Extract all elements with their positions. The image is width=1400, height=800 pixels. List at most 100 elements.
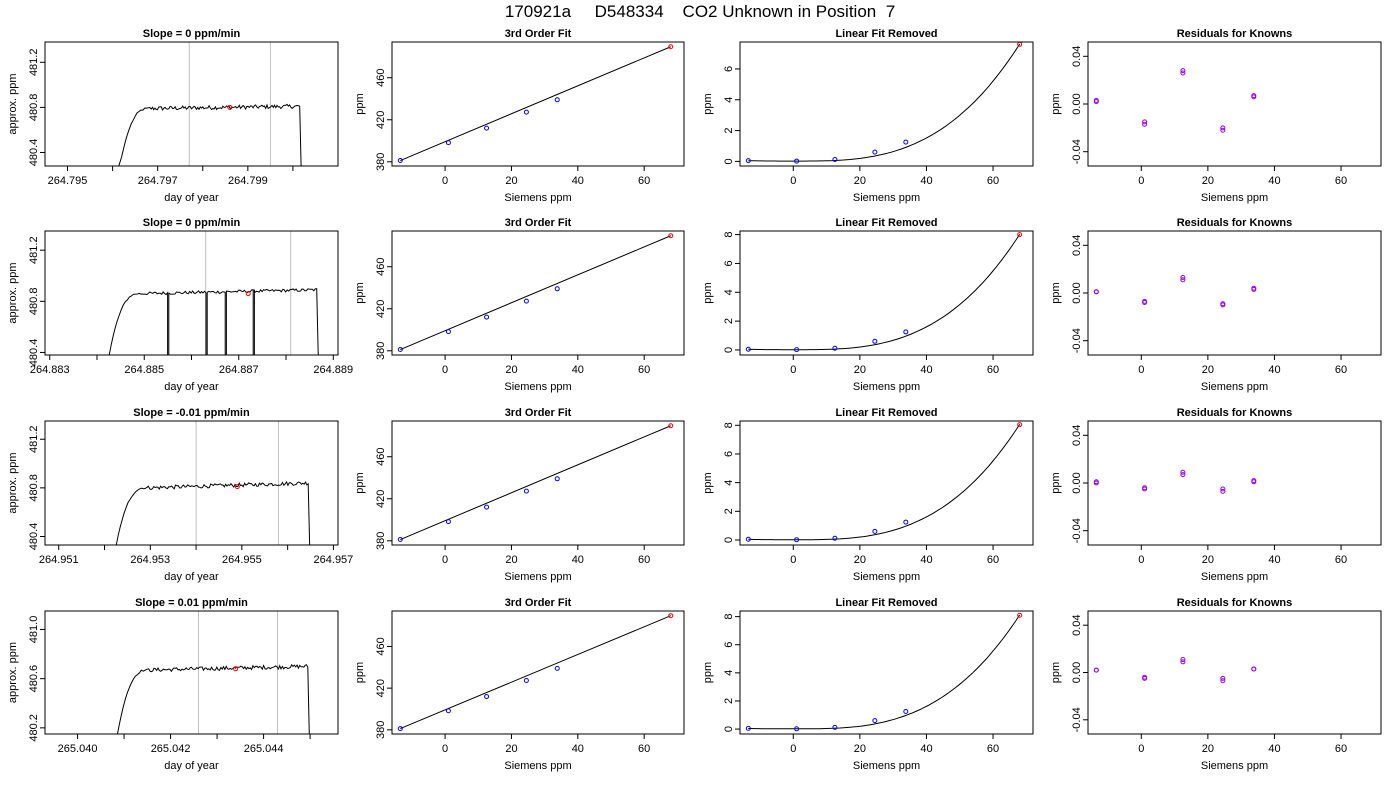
y-tick-label: 0 <box>723 158 735 164</box>
x-tick-label: 20 <box>505 364 517 376</box>
y-tick-label: 0.04 <box>1071 425 1083 446</box>
residual-point <box>1142 300 1148 306</box>
plot-area <box>116 611 310 734</box>
x-tick-label: 60 <box>987 364 999 376</box>
residual-point <box>1142 486 1148 492</box>
x-tick-label: 264.951 <box>39 554 79 566</box>
known-point <box>872 718 878 724</box>
known-point <box>554 665 560 671</box>
known-point <box>745 725 751 731</box>
y-axis-label: ppm <box>354 282 366 303</box>
y-tick-label: -0.04 <box>1071 518 1083 543</box>
y-axis-label: ppm <box>702 93 714 114</box>
x-tick-label: 264.885 <box>124 364 164 376</box>
plot-frame <box>1087 420 1382 546</box>
plot-frame <box>44 41 339 167</box>
x-tick-label: 40 <box>572 554 584 566</box>
known-point <box>397 726 403 732</box>
known-point <box>745 158 751 164</box>
plot-area <box>115 421 311 545</box>
plot-area <box>1093 68 1257 133</box>
x-tick-label: 264.883 <box>30 364 70 376</box>
known-point <box>554 476 560 482</box>
unknown-point <box>668 233 674 239</box>
x-tick-label: 264.797 <box>138 175 178 187</box>
residual-point <box>1180 656 1186 662</box>
plot-frame <box>391 610 685 735</box>
y-axis-label: ppm <box>354 93 366 114</box>
panel-title: Residuals for Knowns <box>1177 597 1293 609</box>
known-point <box>484 693 490 699</box>
residual-point <box>1251 286 1257 292</box>
known-point <box>872 528 878 534</box>
y-axis-label: ppm <box>1050 93 1062 114</box>
residual-point <box>1220 675 1226 681</box>
x-tick-label: 0 <box>1138 175 1144 187</box>
y-tick-label: 460 <box>375 448 387 466</box>
known-point <box>445 708 451 714</box>
known-point <box>397 537 403 543</box>
fit-line <box>400 46 671 161</box>
chart-panel-11: Linear Fit Removed 0 20 40 60 0 2 4 6 8 Siemens pp… <box>702 407 1034 583</box>
y-tick-label: 0.00 <box>1071 282 1083 303</box>
known-point <box>523 678 529 684</box>
x-tick-label: 0 <box>790 364 796 376</box>
chart-panel-12: Residuals for Knowns 0 20 40 60 -0.04 0.00 0.04… <box>1050 407 1382 583</box>
known-point <box>903 709 909 715</box>
x-axis-label: day of year <box>164 760 219 772</box>
panel-title: Linear Fit Removed <box>835 407 937 419</box>
plot-area <box>1093 275 1257 308</box>
y-tick-label: 380 <box>375 153 387 171</box>
chart-panel-9: Slope = -0.01 ppm/min 264.951 264.953 264.9… <box>7 407 353 583</box>
unknown-point <box>668 613 674 619</box>
x-tick-label: 60 <box>1335 743 1347 755</box>
trace-line <box>108 288 319 355</box>
plot-frame <box>1087 230 1382 356</box>
known-point <box>794 537 800 543</box>
x-tick-label: 20 <box>1202 743 1214 755</box>
x-tick-label: 20 <box>854 743 866 755</box>
y-tick-label: 480.2 <box>28 714 40 742</box>
y-tick-label: 4 <box>723 670 735 676</box>
residual-point <box>1251 94 1257 100</box>
known-point <box>903 329 909 335</box>
y-axis-label: approx. ppm <box>7 73 19 134</box>
panel-title: Residuals for Knowns <box>1177 407 1293 419</box>
plot-area <box>108 231 319 355</box>
known-point <box>484 504 490 510</box>
x-tick-label: 40 <box>1268 554 1280 566</box>
y-tick-label: 480.4 <box>28 523 40 551</box>
chart-panel-3: Linear Fit Removed 0 20 40 60 0 2 4 6 Siemens ppm… <box>702 28 1034 204</box>
chart-panel-15: Linear Fit Removed 0 20 40 60 0 2 4 6 8 Siemens pp… <box>702 597 1034 772</box>
x-tick-label: 0 <box>442 554 448 566</box>
residual-point <box>1220 678 1226 684</box>
x-tick-label: 60 <box>1335 364 1347 376</box>
y-tick-label: 460 <box>375 258 387 276</box>
x-axis-label: day of year <box>164 192 219 204</box>
y-tick-label: 480.6 <box>28 665 40 693</box>
residual-point <box>1180 70 1186 76</box>
panel-title: Linear Fit Removed <box>835 217 937 229</box>
x-tick-label: 264.887 <box>219 364 259 376</box>
panel-title: Slope = 0.01 ppm/min <box>135 597 248 609</box>
plot-frame <box>44 230 339 356</box>
x-tick-label: 40 <box>572 175 584 187</box>
plot-frame <box>739 610 1034 735</box>
known-point <box>523 109 529 115</box>
x-axis-label: Siemens ppm <box>853 192 920 204</box>
known-point <box>794 158 800 164</box>
chart-panel-2: 3rd Order Fit 0 20 40 60 380 420 460 Siemens ppm… <box>354 28 685 204</box>
x-tick-label: 20 <box>854 364 866 376</box>
y-axis-label: ppm <box>1050 282 1062 303</box>
plot-frame <box>739 41 1034 167</box>
x-tick-label: 0 <box>1138 364 1144 376</box>
y-tick-label: 6 <box>723 260 735 266</box>
x-axis-label: day of year <box>164 381 219 393</box>
plot-frame <box>391 230 685 356</box>
fit-line <box>400 425 671 540</box>
known-point <box>445 329 451 335</box>
residual-point <box>1180 469 1186 475</box>
y-tick-label: 420 <box>375 490 387 508</box>
known-point <box>903 519 909 525</box>
known-point <box>794 726 800 732</box>
